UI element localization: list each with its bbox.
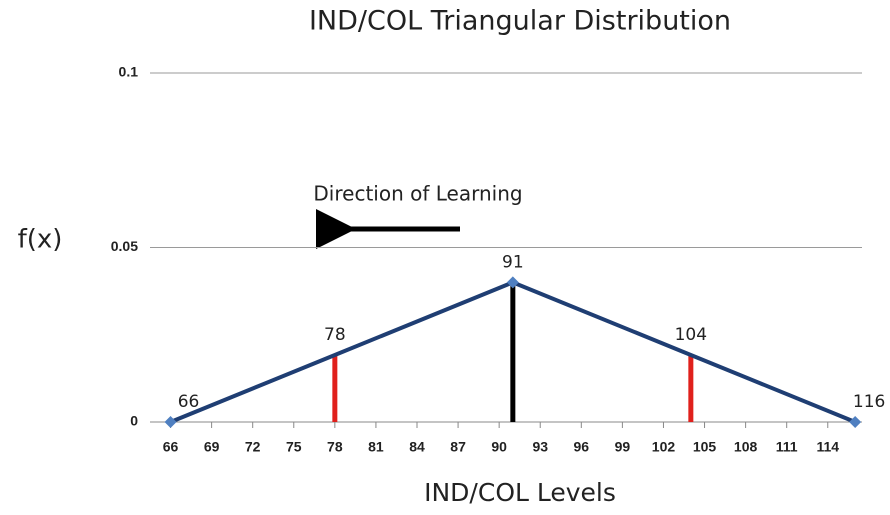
- x-tick-label: 72: [245, 439, 261, 455]
- point-marker: [506, 276, 519, 289]
- point-label: 66: [178, 392, 200, 412]
- y-tick-label: 0.1: [119, 64, 139, 80]
- annotation: Direction of Learning: [313, 182, 522, 206]
- y-axis-title: f(x): [18, 225, 63, 255]
- point-label: 116: [853, 392, 885, 412]
- x-tick-label: 99: [615, 439, 631, 455]
- x-tick-label: 96: [574, 439, 590, 455]
- point-marker: [849, 416, 862, 428]
- point-label: 104: [675, 325, 707, 345]
- y-tick-label: 0.05: [111, 238, 138, 254]
- x-tick-label: 84: [409, 439, 425, 455]
- x-tick-label: 87: [450, 439, 466, 455]
- chart-title: IND/COL Triangular Distribution: [309, 6, 731, 37]
- x-tick-label: 108: [734, 439, 758, 455]
- x-axis-title: IND/COL Levels: [424, 478, 616, 507]
- y-tick-label: 0: [130, 413, 138, 429]
- x-tick-label: 66: [163, 439, 179, 455]
- x-tick-label: 90: [491, 439, 507, 455]
- x-tick-label: 114: [816, 439, 839, 455]
- x-tick-label: 111: [776, 439, 798, 455]
- x-tick-label: 75: [286, 439, 302, 455]
- x-tick-label: 78: [327, 439, 343, 455]
- x-tick-label: 102: [652, 439, 676, 455]
- point-label: 91: [502, 252, 524, 272]
- x-tick-label: 69: [204, 439, 220, 455]
- point-marker: [164, 416, 177, 428]
- x-tick-label: 93: [532, 439, 548, 455]
- point-label: 78: [324, 325, 346, 345]
- x-tick-label: 105: [693, 439, 717, 455]
- x-tick-label: 81: [368, 439, 384, 455]
